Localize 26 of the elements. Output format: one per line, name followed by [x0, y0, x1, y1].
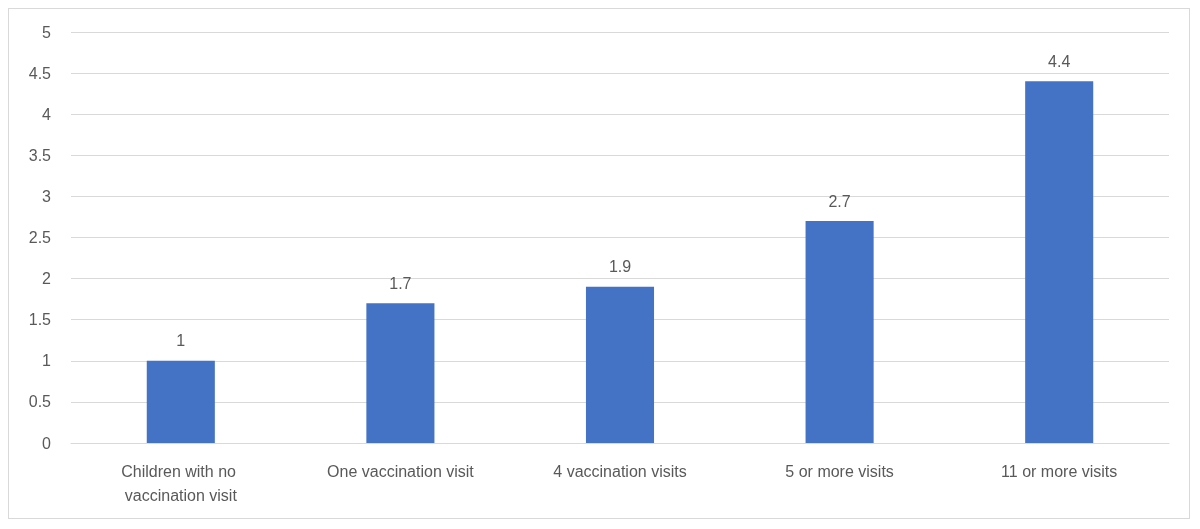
- y-tick-label: 1.5: [28, 311, 52, 329]
- bar: [585, 286, 655, 443]
- y-tick-label: 0: [42, 434, 52, 452]
- y-tick-label: 3.5: [28, 146, 52, 164]
- data-label: 1.9: [608, 258, 632, 276]
- data-label: 4.4: [1048, 52, 1071, 70]
- y-tick-label: 0.5: [28, 393, 52, 411]
- data-label: 1: [176, 332, 186, 350]
- y-tick-label: 4: [42, 105, 52, 123]
- bar: [366, 303, 435, 443]
- x-tick-label: 11 or more visits: [1001, 462, 1118, 480]
- bar: [805, 221, 874, 443]
- y-tick-label: 2: [42, 270, 52, 288]
- bar: [1025, 81, 1094, 443]
- x-tick-label: 4 vaccination visits: [553, 462, 687, 480]
- y-tick-label: 3: [42, 187, 52, 205]
- x-tick-label: One vaccination visit: [327, 462, 475, 480]
- bar: [146, 360, 215, 443]
- x-tick-label: Children with no vaccination visit: [121, 462, 241, 504]
- y-tick-label: 4.5: [28, 64, 52, 82]
- y-tick-label: 2.5: [28, 229, 52, 246]
- data-label: 1.7: [389, 274, 412, 292]
- data-label: 2.7: [828, 192, 851, 210]
- y-tick-label: 1: [42, 352, 52, 370]
- x-tick-label: 5 or more visits: [785, 462, 894, 480]
- y-tick-label: 5: [42, 23, 52, 41]
